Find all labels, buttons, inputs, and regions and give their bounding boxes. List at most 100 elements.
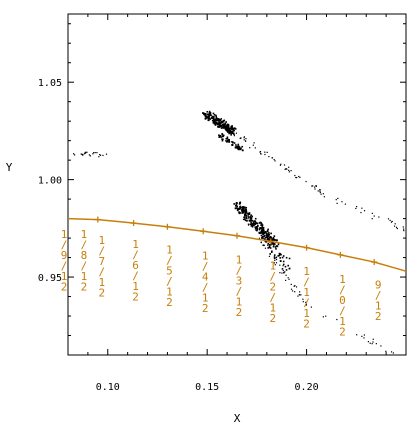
scatter-point: [268, 233, 271, 236]
scatter-point: [72, 153, 75, 155]
scatter-point: [220, 127, 223, 129]
scatter-point: [209, 118, 212, 120]
curve-marker: [200, 228, 207, 235]
scatter-point: [305, 301, 307, 303]
fraction-label-char: /: [202, 260, 209, 273]
scatter-point: [222, 120, 224, 123]
fraction-label-char: 2: [269, 312, 276, 325]
scatter-point: [268, 155, 270, 158]
scatter-point: [267, 244, 269, 246]
scatter-point: [395, 226, 398, 228]
fraction-label-char: 1: [81, 228, 88, 241]
scatter-point: [243, 206, 246, 208]
scatter-point: [274, 264, 276, 266]
scatter-point: [224, 128, 227, 131]
scatter-point: [82, 153, 84, 155]
scatter-point: [250, 214, 252, 217]
scatter-point: [239, 205, 242, 208]
fraction-label-char: 1: [166, 244, 173, 257]
scatter-point: [294, 174, 296, 177]
scatter-point: [228, 128, 230, 130]
scatter-point: [253, 142, 255, 144]
scatter-point: [269, 253, 271, 255]
scatter-point: [274, 243, 276, 245]
scatter-point: [214, 123, 217, 125]
scatter-point: [298, 175, 300, 178]
fraction-labels: 1/9/121/8/121/7/121/6/121/5/121/4/121/3/…: [61, 228, 382, 338]
scatter-point: [221, 138, 223, 140]
scatter-point: [260, 153, 262, 155]
fraction-label-char: /: [81, 239, 88, 252]
fraction-label: 1/6/12: [132, 238, 139, 304]
scatter-point: [263, 244, 265, 246]
scatter-point: [221, 126, 224, 129]
scatter-point: [262, 233, 265, 236]
scatter-point: [285, 168, 287, 170]
fraction-label-char: 1: [339, 273, 346, 286]
scatter-point: [275, 262, 278, 264]
scatter-point: [254, 227, 257, 230]
scatter-point: [258, 237, 261, 239]
scatter-point: [228, 132, 231, 134]
scatter-point: [222, 127, 225, 129]
scatter-point: [302, 301, 304, 303]
fraction-label-char: /: [132, 248, 139, 261]
fraction-label-char: /: [166, 275, 173, 288]
scatter-point: [279, 254, 281, 256]
scatter-point: [239, 206, 242, 209]
fraction-label-char: 2: [61, 281, 68, 294]
fraction-label-char: /: [166, 254, 173, 267]
scatter-point: [295, 176, 297, 179]
scatter-point: [403, 230, 405, 232]
scatter-point: [271, 238, 273, 240]
scatter-point: [250, 217, 253, 220]
fraction-label-char: /: [98, 244, 105, 257]
scatter-point: [363, 334, 366, 336]
fraction-label-char: 1: [98, 234, 105, 247]
scatter-point: [243, 211, 245, 214]
scatter-point: [225, 124, 228, 127]
scatter-point: [239, 137, 241, 140]
scatter-point: [320, 193, 322, 195]
fraction-label-char: 2: [202, 302, 209, 315]
scatter-point: [239, 202, 241, 205]
scatter-point: [102, 154, 104, 157]
fraction-label-char: 1: [339, 315, 346, 328]
scatter-point: [229, 131, 232, 133]
scatter-point: [226, 141, 228, 143]
scatter-point: [207, 113, 210, 116]
scatter-point: [227, 125, 230, 128]
scatter-point: [230, 126, 232, 129]
scatter-point: [261, 230, 264, 233]
fraction-label-char: 2: [132, 290, 139, 303]
scatter-point: [227, 127, 229, 129]
scatter-point: [273, 235, 276, 237]
scatter-point: [270, 241, 273, 244]
scatter-point: [236, 205, 238, 208]
scatter-point: [206, 113, 209, 116]
scatter-point: [275, 258, 278, 261]
scatter-point: [240, 137, 242, 139]
scatter-point: [233, 127, 236, 129]
scatter-point: [259, 151, 261, 153]
fraction-label-char: 9: [61, 249, 68, 262]
scatter-point: [403, 228, 405, 230]
scatter-point: [245, 219, 247, 222]
scatter-point: [275, 248, 277, 250]
scatter-point: [253, 220, 255, 222]
scatter-point: [277, 243, 280, 246]
scatter-point: [241, 209, 243, 211]
scatter-point: [211, 117, 213, 120]
scatter-point: [261, 226, 264, 229]
scatter-point: [266, 236, 269, 239]
scatter-point: [212, 121, 215, 124]
scatter-point: [252, 221, 255, 223]
scatter-point: [242, 207, 244, 210]
fraction-label-char: 1: [236, 295, 243, 308]
scatter-point: [99, 154, 101, 156]
scatter-point: [249, 217, 252, 219]
scatter-point: [294, 291, 296, 293]
scatter-point: [325, 315, 327, 317]
scatter-point: [204, 115, 207, 117]
scatter-point: [360, 211, 362, 214]
